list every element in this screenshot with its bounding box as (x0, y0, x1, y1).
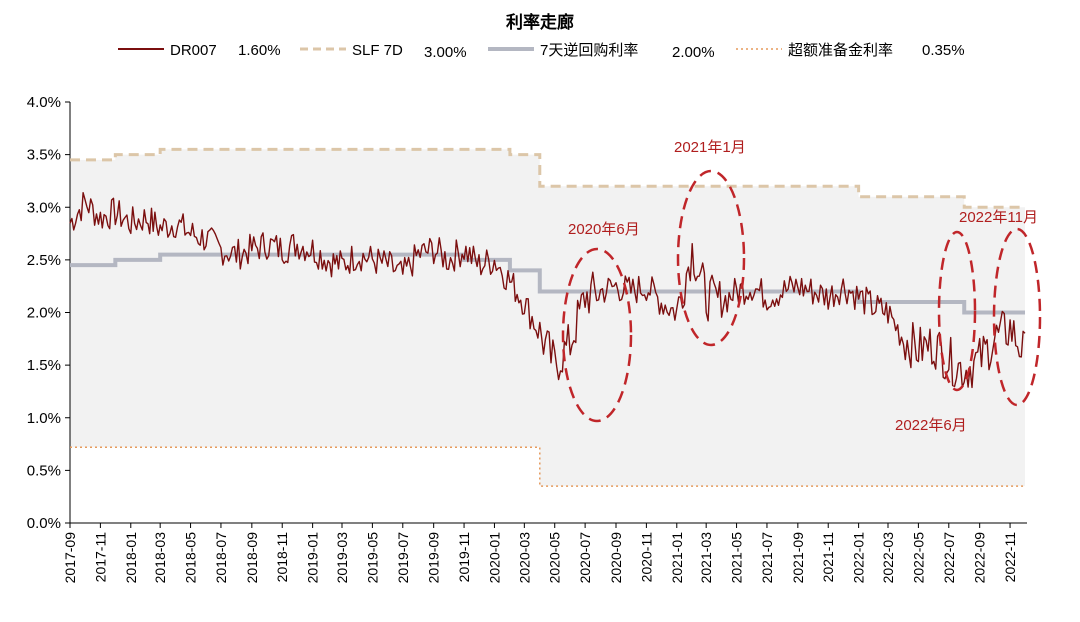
y-tick-label: 0.5% (27, 462, 61, 479)
series-line-reverse-repo (70, 252, 1026, 315)
x-tick-label: 2021-07 (759, 532, 775, 584)
series-line-dr007 (69, 192, 1026, 389)
x-tick-label: 2021-03 (698, 532, 714, 584)
x-tick-label: 2018-09 (244, 532, 260, 584)
x-tick-label: 2022-09 (972, 532, 988, 584)
y-tick-label: 0.0% (27, 515, 61, 532)
legend-label-reverse-repo: 7天逆回购利率 (540, 42, 638, 59)
x-tick-label: 2021-09 (790, 532, 806, 584)
x-tick-label: 2018-05 (183, 532, 199, 584)
x-tick-label: 2020-07 (577, 532, 593, 584)
x-tick-label: 2022-05 (910, 532, 926, 584)
x-tick-label: 2019-09 (426, 532, 442, 584)
x-tick-label: 2019-11 (456, 532, 472, 583)
legend-value-slf: 3.00% (424, 44, 467, 61)
series-line-excess-reserve (70, 446, 1026, 487)
legend-label-excess-reserve: 超额准备金利率 (788, 42, 893, 59)
x-tick-label: 2021-01 (669, 532, 685, 584)
x-tick-label: 2019-05 (364, 532, 380, 584)
annotation-ellipse-2022-11 (992, 227, 1042, 407)
x-tick-label: 2022-11 (1002, 532, 1018, 583)
annotation-ellipse-2022-06 (937, 230, 977, 392)
chart-title: 利率走廊 (506, 12, 574, 32)
x-tick-label: 2017-11 (92, 532, 108, 583)
x-tick-label: 2020-03 (516, 532, 532, 584)
x-tick-label: 2019-07 (395, 532, 411, 584)
legend-label-slf: SLF 7D (352, 42, 403, 59)
y-axis: 0.0% 0.5% 1.0% 1.5% 2.0% 2.5% 3.0% 3.5% 4.0% (27, 94, 71, 532)
x-tick-label: 2020-05 (547, 532, 563, 584)
y-tick-label: 2.0% (27, 305, 61, 322)
x-tick-label: 2020-09 (608, 532, 624, 584)
y-tick-label: 1.0% (27, 410, 61, 427)
annotation-ellipse-2020-06 (561, 247, 633, 423)
x-tick-label: 2020-11 (638, 532, 654, 583)
x-tick-label: 2022-07 (941, 532, 957, 584)
annotations: 2020年6月 2021年1月 2022年6月 2022年11月 (561, 139, 1042, 434)
annotation-label-2022-11: 2022年11月 (959, 209, 1038, 226)
x-axis: 2017-09 2017-11 2018-01 2018-03 2018-05 2018-… (62, 522, 1027, 584)
x-tick-label: 2017-09 (62, 532, 78, 584)
y-tick-label: 3.0% (27, 199, 61, 216)
legend-label-dr007: DR007 (170, 42, 217, 59)
y-tick-label: 2.5% (27, 252, 61, 269)
legend: DR007 1.60% SLF 7D 3.00% 7天逆回购利率 2.00% 超… (118, 42, 965, 61)
x-tick-label: 2018-11 (274, 532, 290, 583)
annotation-label-2022-06: 2022年6月 (895, 417, 967, 434)
annotation-label-2020-06: 2020年6月 (568, 221, 640, 238)
y-tick-label: 3.5% (27, 147, 61, 164)
y-tick-label: 4.0% (27, 94, 61, 111)
x-tick-label: 2021-05 (729, 532, 745, 584)
y-tick-label: 1.5% (27, 357, 61, 374)
x-tick-label: 2018-07 (213, 532, 229, 584)
x-tick-label: 2018-01 (123, 532, 139, 584)
series-line-slf-7d (70, 147, 1026, 209)
legend-value-dr007: 1.60% (238, 42, 281, 59)
legend-value-reverse-repo: 2.00% (672, 44, 715, 61)
x-tick-label: 2022-03 (880, 532, 896, 584)
x-tick-label: 2022-01 (851, 532, 867, 584)
x-tick-label: 2020-01 (486, 532, 502, 584)
plot-area: 0.0% 0.5% 1.0% 1.5% 2.0% 2.5% 3.0% 3.5% 4.0% 201… (27, 94, 1027, 583)
x-tick-label: 2019-03 (334, 532, 350, 584)
annotation-label-2021-01: 2021年1月 (674, 139, 746, 156)
x-tick-label: 2021-11 (820, 532, 836, 583)
annotation-ellipse-2021-01 (676, 169, 746, 347)
legend-value-excess-reserve: 0.35% (922, 42, 965, 59)
x-tick-label: 2018-03 (152, 532, 168, 584)
corridor-shaded-area (70, 149, 1026, 487)
x-tick-label: 2019-01 (305, 532, 321, 584)
